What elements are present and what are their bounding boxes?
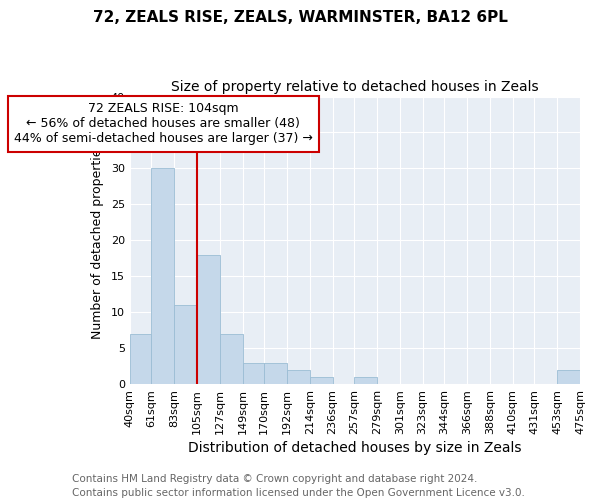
Bar bbox=[130, 334, 151, 384]
Y-axis label: Number of detached properties: Number of detached properties bbox=[91, 142, 104, 339]
Text: Contains HM Land Registry data © Crown copyright and database right 2024.
Contai: Contains HM Land Registry data © Crown c… bbox=[72, 474, 525, 498]
Bar bbox=[355, 377, 377, 384]
Bar bbox=[151, 168, 174, 384]
Title: Size of property relative to detached houses in Zeals: Size of property relative to detached ho… bbox=[171, 80, 539, 94]
Bar bbox=[287, 370, 310, 384]
Bar bbox=[557, 370, 580, 384]
Text: 72, ZEALS RISE, ZEALS, WARMINSTER, BA12 6PL: 72, ZEALS RISE, ZEALS, WARMINSTER, BA12 … bbox=[92, 10, 508, 25]
Bar bbox=[310, 377, 332, 384]
X-axis label: Distribution of detached houses by size in Zeals: Distribution of detached houses by size … bbox=[188, 441, 521, 455]
Bar bbox=[220, 334, 242, 384]
Bar bbox=[242, 362, 264, 384]
Bar bbox=[197, 254, 220, 384]
Bar bbox=[174, 305, 197, 384]
Text: 72 ZEALS RISE: 104sqm
← 56% of detached houses are smaller (48)
44% of semi-deta: 72 ZEALS RISE: 104sqm ← 56% of detached … bbox=[14, 102, 313, 146]
Bar bbox=[264, 362, 287, 384]
